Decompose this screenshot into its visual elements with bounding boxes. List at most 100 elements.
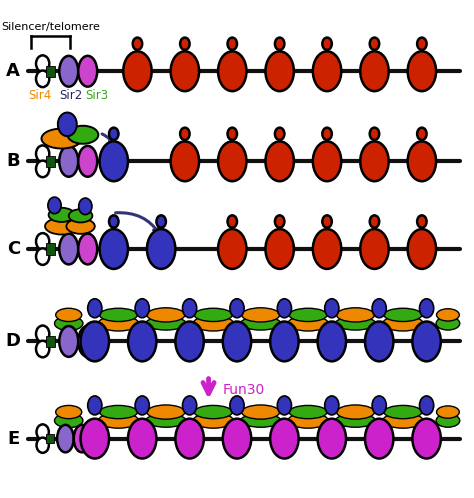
Ellipse shape — [337, 405, 374, 419]
Ellipse shape — [230, 396, 244, 415]
Ellipse shape — [325, 299, 339, 318]
Ellipse shape — [133, 37, 142, 50]
Bar — [46, 155, 55, 167]
Ellipse shape — [265, 51, 294, 91]
Ellipse shape — [360, 229, 389, 269]
Ellipse shape — [289, 405, 327, 419]
Ellipse shape — [275, 37, 284, 50]
Ellipse shape — [42, 128, 82, 148]
Ellipse shape — [335, 317, 375, 330]
Ellipse shape — [78, 234, 97, 264]
Ellipse shape — [69, 209, 92, 223]
Ellipse shape — [228, 127, 237, 140]
Ellipse shape — [370, 37, 379, 50]
Ellipse shape — [417, 127, 427, 140]
Ellipse shape — [100, 308, 137, 322]
Ellipse shape — [109, 215, 118, 228]
Ellipse shape — [171, 141, 199, 181]
Ellipse shape — [417, 215, 427, 228]
Text: A: A — [6, 62, 20, 80]
Bar — [46, 244, 55, 254]
Ellipse shape — [36, 233, 49, 249]
Ellipse shape — [73, 425, 90, 452]
Ellipse shape — [318, 322, 346, 362]
Ellipse shape — [100, 405, 137, 419]
Ellipse shape — [360, 51, 389, 91]
Ellipse shape — [313, 51, 341, 91]
Bar — [46, 336, 55, 347]
Ellipse shape — [412, 322, 441, 362]
Ellipse shape — [36, 326, 49, 342]
Ellipse shape — [318, 419, 346, 459]
Ellipse shape — [408, 229, 436, 269]
Ellipse shape — [147, 229, 175, 269]
Ellipse shape — [384, 308, 422, 322]
Ellipse shape — [275, 215, 284, 228]
Ellipse shape — [128, 419, 156, 459]
Ellipse shape — [194, 308, 232, 322]
Ellipse shape — [66, 219, 95, 234]
Ellipse shape — [81, 322, 109, 362]
Ellipse shape — [360, 141, 389, 181]
Ellipse shape — [45, 218, 78, 235]
Ellipse shape — [78, 146, 97, 177]
Ellipse shape — [218, 229, 246, 269]
Ellipse shape — [230, 299, 244, 318]
Bar — [46, 434, 54, 443]
Ellipse shape — [58, 113, 77, 136]
Ellipse shape — [322, 127, 332, 140]
Text: D: D — [6, 333, 21, 351]
Text: Sir2: Sir2 — [59, 89, 83, 102]
Text: C: C — [7, 240, 20, 258]
Ellipse shape — [437, 406, 459, 418]
Ellipse shape — [365, 322, 393, 362]
Ellipse shape — [49, 208, 75, 222]
Ellipse shape — [322, 37, 332, 50]
Ellipse shape — [175, 419, 204, 459]
Ellipse shape — [135, 396, 149, 415]
Ellipse shape — [288, 316, 328, 331]
Ellipse shape — [313, 141, 341, 181]
Ellipse shape — [436, 414, 460, 427]
Ellipse shape — [322, 215, 332, 228]
Ellipse shape — [182, 299, 197, 318]
Ellipse shape — [128, 322, 156, 362]
Ellipse shape — [36, 160, 49, 177]
Ellipse shape — [100, 141, 128, 181]
Ellipse shape — [193, 316, 233, 331]
Ellipse shape — [242, 308, 280, 322]
Ellipse shape — [36, 55, 49, 72]
Ellipse shape — [223, 419, 251, 459]
Text: Sir4: Sir4 — [28, 89, 52, 102]
Ellipse shape — [372, 396, 386, 415]
Ellipse shape — [193, 413, 233, 428]
Ellipse shape — [417, 37, 427, 50]
Ellipse shape — [325, 396, 339, 415]
Ellipse shape — [48, 197, 61, 214]
Ellipse shape — [436, 317, 460, 330]
Ellipse shape — [36, 145, 49, 162]
Ellipse shape — [370, 215, 379, 228]
Ellipse shape — [265, 229, 294, 269]
Ellipse shape — [36, 438, 49, 453]
Ellipse shape — [241, 414, 281, 427]
Ellipse shape — [175, 322, 204, 362]
Bar — [46, 66, 55, 77]
Ellipse shape — [67, 126, 99, 144]
Ellipse shape — [218, 51, 246, 91]
Text: Fun30: Fun30 — [223, 383, 265, 397]
Ellipse shape — [182, 396, 197, 415]
Ellipse shape — [265, 141, 294, 181]
Ellipse shape — [313, 229, 341, 269]
Ellipse shape — [408, 141, 436, 181]
Ellipse shape — [277, 299, 292, 318]
Ellipse shape — [56, 308, 82, 322]
Ellipse shape — [408, 51, 436, 91]
Ellipse shape — [289, 308, 327, 322]
Ellipse shape — [156, 215, 166, 228]
Ellipse shape — [365, 419, 393, 459]
Ellipse shape — [36, 249, 49, 265]
Ellipse shape — [372, 299, 386, 318]
Ellipse shape — [55, 316, 83, 331]
Ellipse shape — [180, 37, 190, 50]
